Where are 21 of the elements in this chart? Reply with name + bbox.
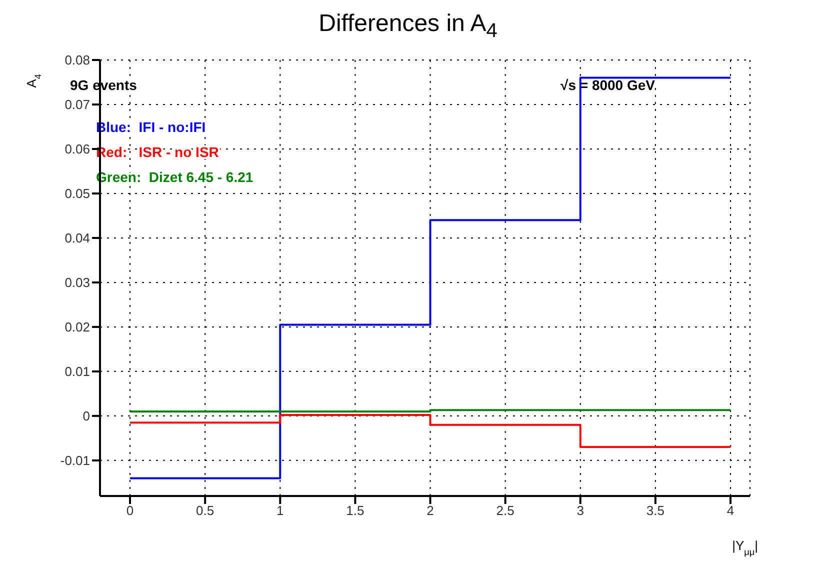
- x-tick-label: 3.5: [646, 503, 664, 518]
- y-tick-label: 0: [82, 408, 90, 424]
- y-tick-label: 0.03: [64, 275, 90, 290]
- x-tick-label: 2: [426, 503, 434, 518]
- x-tick-label: 3: [576, 503, 584, 518]
- y-tick-label: 0.04: [64, 230, 90, 246]
- y-tick-label: 0.06: [64, 142, 90, 157]
- x-tick-label: 0.5: [196, 503, 214, 518]
- x-tick-label: 1: [276, 503, 284, 518]
- x-tick-label: 0: [126, 503, 134, 518]
- x-tick-label: 4: [726, 503, 734, 518]
- y-tick-label: 0.07: [64, 97, 90, 112]
- y-tick-label: 0.08: [64, 52, 90, 68]
- y-tick-label: -0.01: [60, 453, 90, 468]
- x-axis-title: |Y$_{μμ}$|: [732, 538, 758, 557]
- y-tick-label: 0.01: [64, 364, 90, 380]
- x-tick-label: 2.5: [496, 503, 514, 518]
- y-tick-label: 0.02: [64, 320, 90, 335]
- y-tick-label: 0.05: [64, 186, 90, 202]
- chart-title: Differences in A$_{4}$: [318, 10, 498, 43]
- x-tick-label: 1.5: [346, 503, 364, 518]
